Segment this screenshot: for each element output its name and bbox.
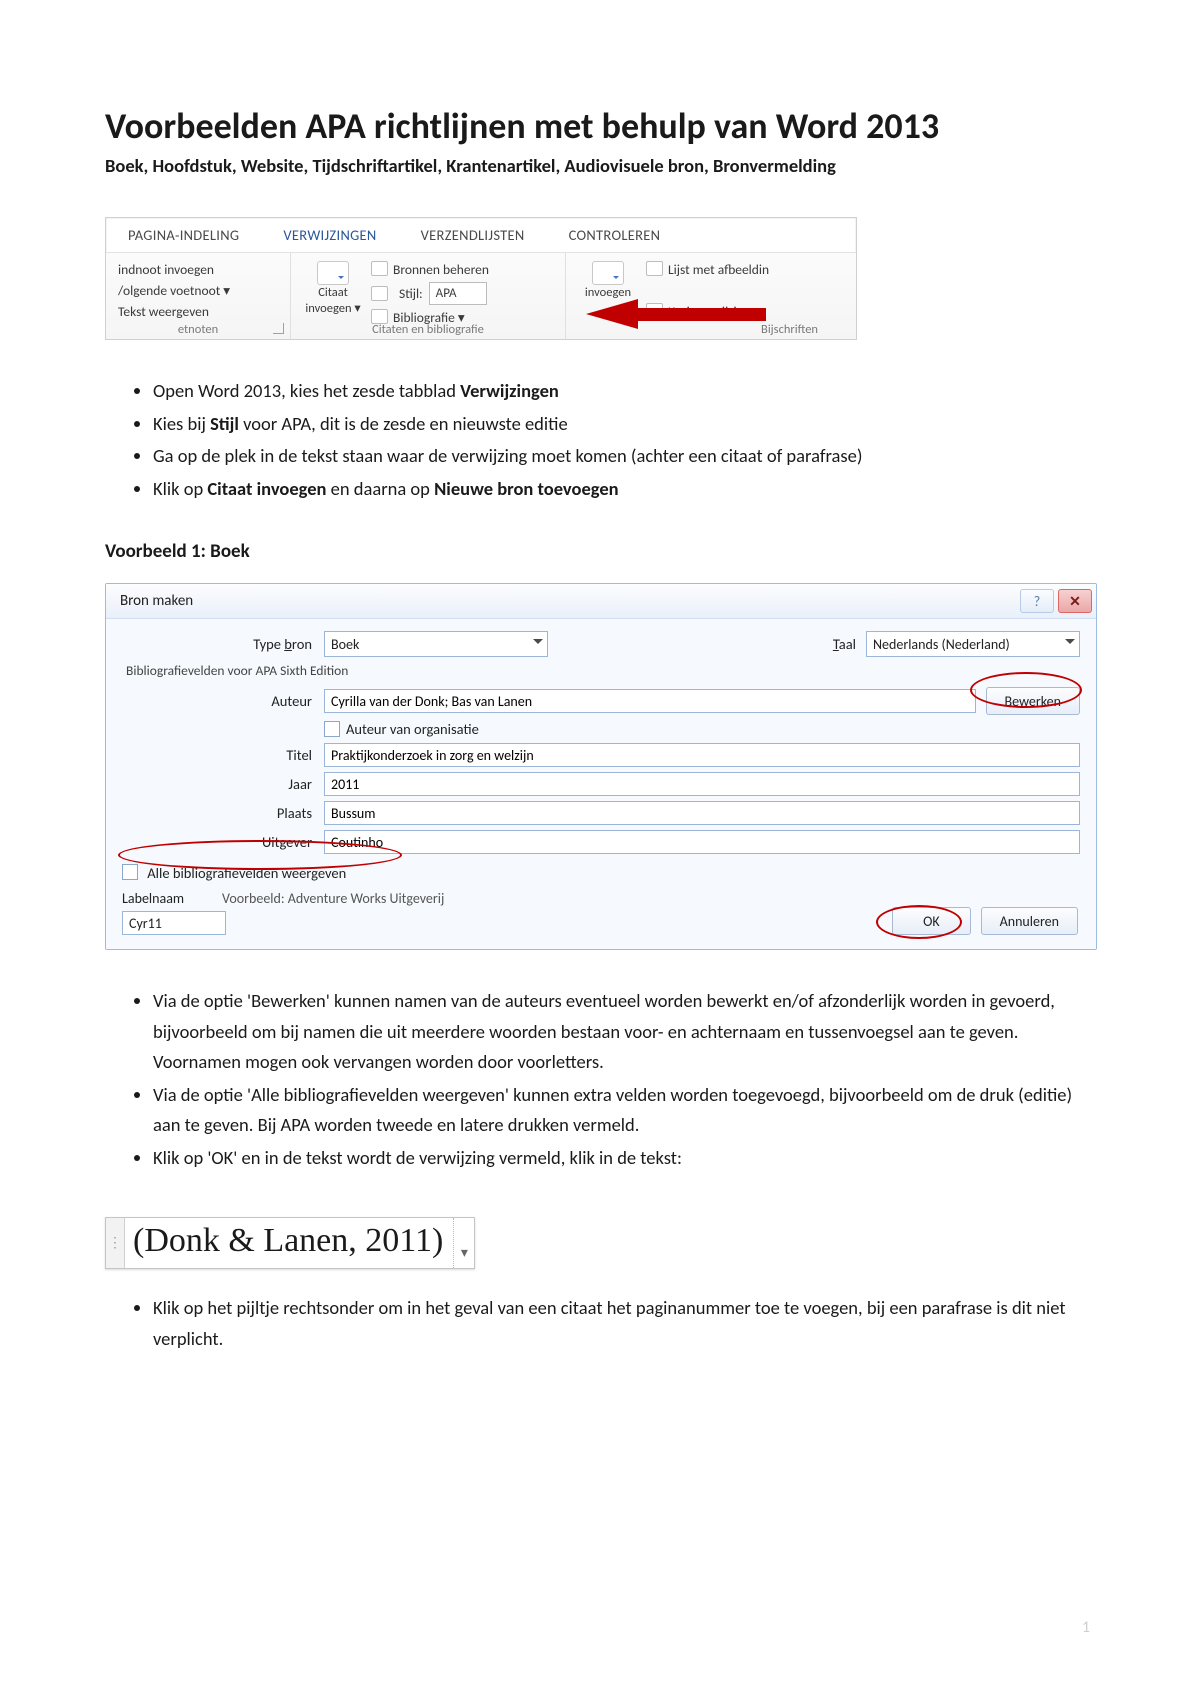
dialog-title: Bron maken <box>120 592 193 610</box>
chevron-down-icon <box>533 639 543 649</box>
plaats-input[interactable] <box>324 801 1080 825</box>
style-icon <box>371 286 388 301</box>
show-all-fields-label: AAlle bibliografievelden weergevenlle bi… <box>147 864 346 882</box>
page-subtitle: Boek, Hoofdstuk, Website, Tijdschriftart… <box>105 154 1095 177</box>
caption-icon <box>592 261 624 285</box>
uitgever-label: Uitgever <box>122 833 324 851</box>
citation-field[interactable]: ⋮ (Donk & Lanen, 2011) ▾ <box>105 1217 475 1269</box>
annuleren-button[interactable]: Annuleren <box>981 907 1078 935</box>
red-arrow-icon <box>586 299 638 329</box>
expand-icon[interactable] <box>273 323 284 334</box>
chevron-down-icon <box>1065 639 1075 649</box>
style-label: Stijl: <box>399 283 423 304</box>
citation-text: (Donk & Lanen, 2011) <box>125 1218 453 1268</box>
taal-select[interactable]: Nederlands (Nederland) <box>866 631 1080 657</box>
red-arrow-body <box>638 308 766 321</box>
show-notes-item[interactable]: Tekst weergeven <box>118 301 278 322</box>
manage-sources-item[interactable]: Bronnen beheren <box>371 259 489 280</box>
next-footnote-item[interactable]: /olgende voetnoot ▾ <box>118 280 278 301</box>
page-icon <box>646 261 663 276</box>
bewerken-button[interactable]: Bewerken <box>986 687 1080 715</box>
jaar-input[interactable] <box>324 772 1080 796</box>
style-dropdown[interactable]: APA <box>429 282 487 305</box>
citation-handle-icon[interactable]: ⋮ <box>106 1218 125 1268</box>
footnote-group: indnoot invoegen /olgende voetnoot ▾ Tek… <box>118 259 278 322</box>
list-item: Ga op de plek in de tekst staan waar de … <box>153 441 1095 472</box>
word-ribbon-screenshot: PAGINA-INDELING VERWIJZINGEN VERZENDLIJS… <box>105 217 857 340</box>
instruction-list-1: Open Word 2013, kies het zesde tabblad V… <box>105 376 1095 504</box>
tab-verwijzingen[interactable]: VERWIJZINGEN <box>261 218 398 252</box>
titel-input[interactable] <box>324 743 1080 767</box>
labelnaam-label: Labelnaam <box>122 890 222 907</box>
tab-pagina-indeling[interactable]: PAGINA-INDELING <box>106 218 261 252</box>
auteur-label: Auteur <box>122 692 324 710</box>
ribbon-tabs: PAGINA-INDELING VERWIJZINGEN VERZENDLIJS… <box>106 218 856 253</box>
help-button[interactable]: ? <box>1020 589 1054 613</box>
tab-controleren[interactable]: CONTROLEREN <box>547 218 683 252</box>
show-all-fields-checkbox[interactable] <box>122 864 138 880</box>
insert-caption-label: invoegen <box>578 285 638 300</box>
auteur-org-label: Auteur van organisatie <box>346 720 479 738</box>
auteur-org-checkbox[interactable] <box>324 721 340 737</box>
jaar-label: Jaar <box>122 775 324 793</box>
type-bron-select[interactable]: Boek <box>324 631 548 657</box>
list-item: Via de optie 'Bewerken' kunnen namen van… <box>153 986 1095 1078</box>
list-item: Klik op Citaat invoegen en daarna op Nie… <box>153 474 1095 505</box>
group-label-footnotes: etnoten <box>106 322 290 337</box>
uitgever-input[interactable] <box>324 830 1080 854</box>
page-number: 1 <box>1082 1618 1090 1637</box>
ok-button[interactable]: OK <box>892 907 971 935</box>
example-1-heading: Voorbeeld 1: Boek <box>105 540 1095 563</box>
page-title: Voorbeelden APA richtlijnen met behulp v… <box>105 105 1095 148</box>
citation-dropdown-icon[interactable]: ▾ <box>453 1218 474 1268</box>
list-item: Kies bij Stijl voor APA, dit is de zesde… <box>153 409 1095 440</box>
close-button[interactable]: ✕ <box>1058 589 1092 613</box>
list-item: Klik op het pijltje rechtsonder om in he… <box>153 1293 1095 1354</box>
citation-icon <box>317 261 349 285</box>
instruction-list-3: Klik op het pijltje rechtsonder om in he… <box>105 1293 1095 1354</box>
auteur-input[interactable] <box>324 689 976 713</box>
titel-label: Titel <box>122 746 324 764</box>
list-of-figures-item[interactable]: Lijst met afbeeldin <box>646 259 769 280</box>
list-item: Open Word 2013, kies het zesde tabblad V… <box>153 376 1095 407</box>
manage-sources-icon <box>371 261 388 276</box>
list-item: Via de optie 'Alle bibliografievelden we… <box>153 1080 1095 1141</box>
insert-citation-label: Citaat invoegen ▾ <box>303 285 363 316</box>
bibliography-fields-label: Bibliografievelden voor APA Sixth Editio… <box>126 662 1080 679</box>
type-bron-label: Type bron <box>122 635 324 653</box>
insert-endnote-item[interactable]: indnoot invoegen <box>118 259 278 280</box>
taal-label: Taal <box>833 635 866 653</box>
list-item: Klik op 'OK' en in de tekst wordt de ver… <box>153 1143 1095 1174</box>
instruction-list-2: Via de optie 'Bewerken' kunnen namen van… <box>105 986 1095 1173</box>
labelnaam-input[interactable]: Cyr11 <box>122 911 226 935</box>
group-label-citations: Citaten en bibliografie <box>291 322 565 337</box>
create-source-dialog: Bron maken ? ✕ Type bron Boek Taal Neder… <box>105 583 1097 950</box>
plaats-label: Plaats <box>122 804 324 822</box>
tab-verzendlijsten[interactable]: VERZENDLIJSTEN <box>399 218 547 252</box>
voorbeeld-text: Voorbeeld: Adventure Works Uitgeverij <box>222 890 444 907</box>
